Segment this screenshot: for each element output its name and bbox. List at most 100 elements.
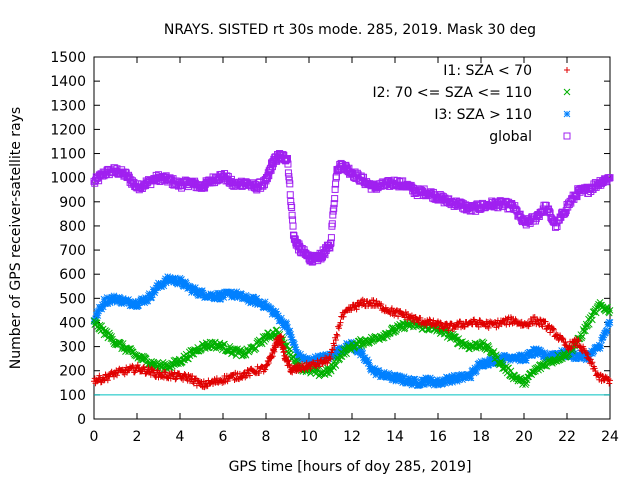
data-point bbox=[286, 327, 294, 335]
data-point bbox=[312, 356, 320, 363]
data-point bbox=[397, 374, 405, 382]
data-point bbox=[221, 340, 228, 348]
data-point bbox=[480, 339, 488, 347]
data-point bbox=[547, 329, 554, 336]
data-point bbox=[93, 308, 101, 316]
data-point bbox=[336, 322, 343, 329]
data-point bbox=[160, 282, 168, 290]
data-point bbox=[96, 321, 104, 329]
x-tick-label: 12 bbox=[343, 429, 361, 445]
data-point bbox=[359, 350, 367, 357]
data-point bbox=[497, 357, 505, 365]
data-point bbox=[204, 344, 211, 352]
data-point bbox=[522, 381, 529, 389]
data-point bbox=[175, 279, 183, 287]
y-tick-label: 1500 bbox=[50, 50, 86, 66]
data-point bbox=[233, 288, 241, 296]
data-point bbox=[282, 156, 290, 164]
data-point bbox=[430, 317, 437, 324]
data-point bbox=[283, 320, 291, 328]
data-point bbox=[391, 371, 399, 379]
data-point bbox=[541, 349, 549, 357]
legend-marker bbox=[563, 110, 571, 118]
data-point bbox=[135, 302, 142, 309]
data-point bbox=[390, 376, 397, 384]
data-point bbox=[507, 367, 515, 375]
data-point bbox=[592, 367, 599, 374]
y-tick-label: 800 bbox=[59, 219, 86, 235]
data-point bbox=[331, 195, 339, 203]
data-point bbox=[332, 337, 339, 344]
data-point bbox=[285, 173, 293, 181]
data-point bbox=[441, 325, 448, 332]
data-point bbox=[332, 362, 340, 370]
data-point bbox=[281, 324, 288, 331]
data-point bbox=[188, 289, 195, 296]
data-point bbox=[380, 368, 388, 376]
data-point bbox=[521, 352, 529, 360]
data-point bbox=[288, 211, 296, 219]
data-point bbox=[410, 380, 417, 388]
data-point bbox=[340, 313, 347, 320]
data-point bbox=[238, 290, 245, 298]
data-point bbox=[140, 363, 147, 370]
data-point bbox=[291, 343, 299, 351]
data-point bbox=[114, 372, 121, 379]
data-point bbox=[329, 346, 336, 353]
data-point bbox=[597, 342, 605, 350]
data-point bbox=[498, 355, 506, 363]
y-tick-label: 200 bbox=[59, 364, 86, 380]
data-point bbox=[246, 295, 254, 302]
data-point bbox=[437, 319, 444, 326]
legend-marker bbox=[563, 132, 571, 140]
data-point bbox=[151, 289, 159, 297]
data-point bbox=[594, 345, 602, 353]
data-point bbox=[149, 286, 157, 293]
data-point bbox=[572, 355, 580, 363]
data-point bbox=[537, 316, 544, 323]
y-axis-label: Number of GPS receiver-satellite rays bbox=[8, 107, 24, 369]
chart-title: NRAYS. SISTED rt 30s mode. 285, 2019. Ma… bbox=[164, 22, 536, 38]
series-3 bbox=[90, 150, 614, 266]
data-point bbox=[391, 312, 398, 319]
data-point bbox=[591, 365, 598, 372]
data-point bbox=[333, 331, 340, 338]
data-point bbox=[311, 353, 319, 361]
y-tick-label: 1300 bbox=[50, 98, 86, 114]
data-point bbox=[587, 349, 595, 357]
data-point bbox=[267, 166, 275, 174]
data-point bbox=[405, 311, 412, 318]
data-point bbox=[334, 332, 341, 339]
data-point bbox=[551, 223, 559, 231]
data-point bbox=[320, 249, 328, 257]
data-point bbox=[139, 295, 147, 303]
data-point bbox=[331, 185, 339, 193]
data-point bbox=[446, 375, 454, 383]
data-point bbox=[288, 204, 296, 212]
data-point bbox=[172, 274, 179, 282]
data-point bbox=[568, 344, 575, 351]
data-point bbox=[582, 327, 589, 335]
data-point bbox=[106, 329, 113, 337]
data-point bbox=[324, 360, 331, 367]
data-point bbox=[511, 202, 519, 210]
data-point bbox=[185, 355, 192, 363]
data-point bbox=[129, 362, 136, 369]
data-point bbox=[424, 380, 432, 388]
data-point bbox=[353, 306, 360, 313]
data-point bbox=[542, 318, 549, 325]
data-point bbox=[524, 349, 532, 357]
y-tick-label: 1100 bbox=[50, 147, 86, 163]
data-point bbox=[335, 325, 342, 332]
x-tick-label: 24 bbox=[601, 429, 619, 445]
data-point bbox=[279, 339, 286, 346]
data-point bbox=[180, 283, 188, 290]
data-point bbox=[417, 315, 424, 322]
data-point bbox=[243, 293, 251, 301]
y-tick-label: 300 bbox=[59, 340, 86, 356]
x-tick-label: 8 bbox=[262, 429, 271, 445]
data-point bbox=[439, 380, 446, 388]
data-point bbox=[512, 205, 520, 213]
data-point bbox=[592, 309, 600, 317]
data-point bbox=[100, 295, 108, 303]
